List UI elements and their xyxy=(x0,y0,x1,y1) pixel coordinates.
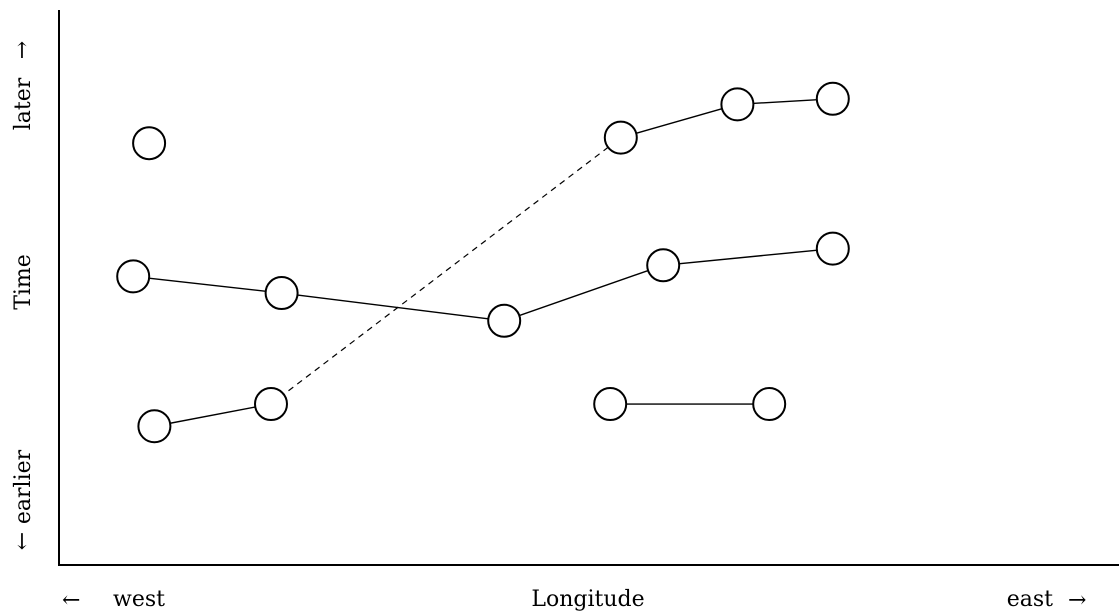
data-point-6 xyxy=(137,409,172,444)
west-arrow: ← xyxy=(62,588,80,612)
connection-line-1 xyxy=(281,292,505,322)
data-point-0 xyxy=(132,126,167,161)
data-point-11 xyxy=(593,387,628,422)
data-point-2 xyxy=(264,276,299,311)
data-point-7 xyxy=(254,387,288,422)
data-points xyxy=(116,81,850,444)
data-point-4 xyxy=(646,248,681,283)
connection-line-0 xyxy=(133,275,282,294)
data-point-9 xyxy=(720,87,755,122)
east-arrow: → xyxy=(1068,588,1086,612)
data-point-12 xyxy=(752,387,787,422)
x-axis-title: Longitude xyxy=(531,587,644,612)
down-arrow: ↓ xyxy=(13,530,31,555)
data-point-5 xyxy=(815,231,850,266)
connection-line-6 xyxy=(620,103,738,139)
y-axis-title: Time xyxy=(11,254,36,310)
west-label: west xyxy=(113,587,165,612)
later-label: later xyxy=(11,77,36,130)
data-point-10 xyxy=(815,81,850,116)
earlier-label: earlier xyxy=(11,449,36,524)
data-point-8 xyxy=(603,120,638,155)
up-arrow: ↑ xyxy=(13,39,31,64)
connection-line-5 xyxy=(270,137,622,405)
data-point-3 xyxy=(487,303,522,338)
connection-line-3 xyxy=(663,247,833,266)
connection-line-4 xyxy=(154,403,272,427)
connection-lines xyxy=(133,98,833,427)
data-point-1 xyxy=(116,259,151,294)
connection-line-2 xyxy=(503,264,664,322)
east-label: east xyxy=(1007,587,1053,612)
